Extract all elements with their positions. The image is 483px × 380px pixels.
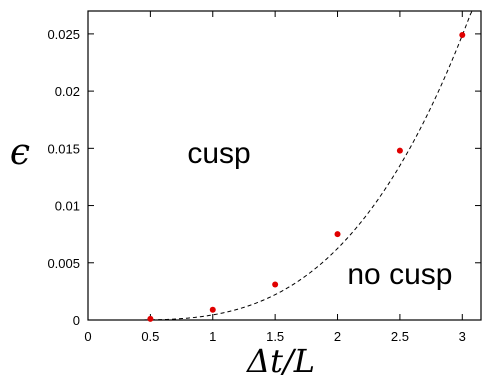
y-axis-label: ϵ	[10, 132, 30, 173]
region-label: no cusp	[347, 258, 452, 291]
data-point	[272, 281, 279, 288]
data-point	[147, 315, 154, 322]
y-tick-label: 0.025	[47, 27, 80, 42]
plot-frame	[87, 10, 482, 321]
x-tick-label: 0	[84, 329, 91, 344]
x-tick-label: 0.5	[141, 329, 159, 344]
x-axis-ticks: 0 0.5 1 1.5 2 2.5 3	[84, 11, 466, 344]
y-tick-label: 0.02	[55, 84, 80, 99]
y-tick-label: 0.01	[55, 199, 80, 214]
x-tick-label: 2.5	[391, 329, 409, 344]
data-point	[396, 147, 403, 154]
y-tick-label: 0.005	[47, 256, 80, 271]
y-tick-label: 0	[73, 313, 80, 328]
x-tick-label: 1	[209, 329, 216, 344]
x-tick-label: 2	[334, 329, 341, 344]
data-points	[147, 32, 466, 322]
data-point	[459, 32, 466, 39]
y-axis-ticks: 0 0.005 0.01 0.015 0.02 0.025	[47, 27, 481, 328]
x-tick-label: 1.5	[266, 329, 284, 344]
x-axis-label: Δt/L	[245, 342, 315, 380]
data-point	[334, 231, 341, 238]
y-tick-label: 0.015	[47, 141, 80, 156]
data-point	[209, 306, 216, 313]
region-label: cusp	[187, 137, 250, 170]
x-tick-label: 3	[459, 329, 466, 344]
annotations: cusp no cusp	[187, 137, 452, 291]
